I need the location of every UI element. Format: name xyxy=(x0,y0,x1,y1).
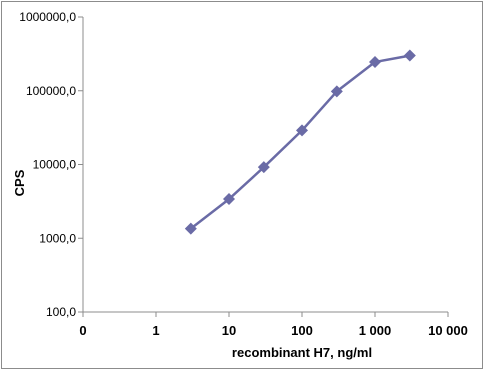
x-tick-label: 1 000 xyxy=(359,323,392,338)
x-tick-label: 100 xyxy=(291,323,313,338)
data-point-diamond xyxy=(223,193,235,206)
data-point-diamond xyxy=(184,222,197,235)
x-tick-label: 0 xyxy=(79,323,86,338)
y-tick-label: 1000,0 xyxy=(39,231,76,245)
x-tick-label: 10 000 xyxy=(428,323,468,338)
x-axis-label: recombinant H7, ng/ml xyxy=(232,345,372,360)
data-point-diamond xyxy=(403,49,416,62)
x-axis: 0 1 10 100 1 000 10 000 xyxy=(79,311,468,338)
data-point-diamond xyxy=(330,85,343,98)
y-tick-label: 1000000,0 xyxy=(19,10,76,24)
series-layer xyxy=(184,49,416,235)
data-point-diamond xyxy=(296,124,308,137)
series-line xyxy=(190,54,411,230)
data-point-diamond xyxy=(369,56,381,69)
y-tick-label: 100,0 xyxy=(46,305,76,319)
y-tick-label: 100000,0 xyxy=(26,84,76,98)
x-tick-label: 1 xyxy=(152,323,159,338)
y-axis-label: CPS xyxy=(12,169,27,196)
data-point-diamond xyxy=(257,161,270,174)
y-tick-label: 10000,0 xyxy=(33,158,77,172)
y-axis: 100,0 1000,0 10000,0 100000,0 1000000,0 xyxy=(19,10,84,319)
x-tick-label: 10 xyxy=(222,323,236,338)
